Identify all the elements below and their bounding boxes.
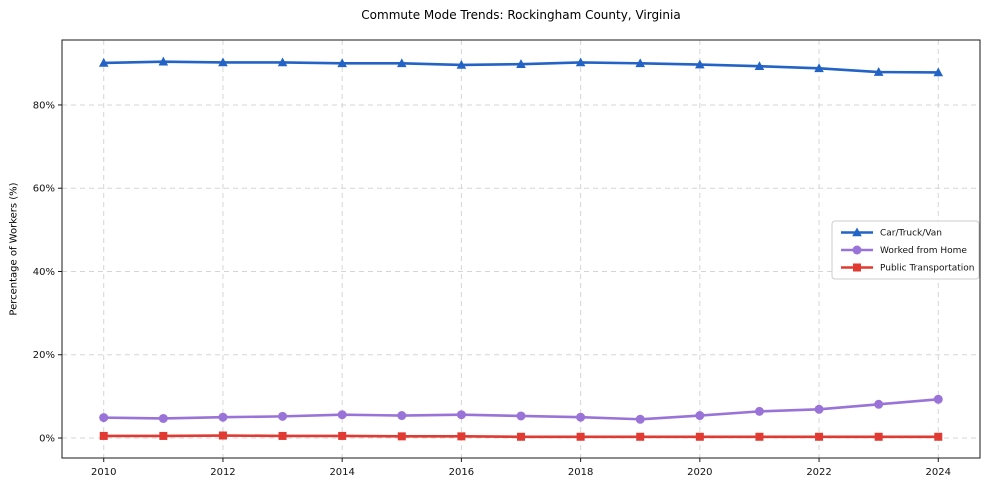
square-marker <box>397 432 406 441</box>
triangle-marker <box>575 57 586 67</box>
square-marker <box>853 263 861 272</box>
triangle-marker <box>98 57 109 67</box>
circle-marker <box>933 394 943 404</box>
circle-marker <box>218 412 228 422</box>
circle-marker <box>397 411 407 421</box>
circle-marker <box>516 411 526 421</box>
legend-box <box>831 220 980 280</box>
square-marker <box>218 431 227 440</box>
square-marker <box>99 431 108 440</box>
triangle-marker <box>456 59 467 69</box>
circle-marker <box>99 413 109 423</box>
plot-border <box>61 39 981 459</box>
circle-marker <box>278 411 288 421</box>
triangle-marker <box>695 59 705 69</box>
x-tick-label: 2024 <box>926 467 951 478</box>
circle-marker <box>754 406 764 416</box>
triangle-marker <box>396 58 407 68</box>
x-tick-label: 2012 <box>210 467 235 478</box>
legend-label: Car/Truck/Van <box>880 229 942 239</box>
axis-ticks: 2010 2012 2014 2016 2018 2020 2022 2024 0% 20% 40%… <box>33 100 951 478</box>
x-tick-label: 2020 <box>687 467 712 478</box>
circle-marker <box>874 399 884 409</box>
y-tick-label: 60% <box>33 184 55 195</box>
circle-marker <box>852 245 862 255</box>
y-tick-label: 40% <box>33 267 55 278</box>
x-tick-label: 2014 <box>329 467 354 478</box>
circle-marker <box>635 414 645 424</box>
triangle-marker <box>852 227 862 237</box>
x-tick-label: 2018 <box>568 467 593 478</box>
square-marker <box>815 432 824 441</box>
square-marker <box>576 432 585 441</box>
triangle-marker <box>873 67 884 76</box>
circle-marker <box>337 410 347 420</box>
square-marker <box>159 431 168 440</box>
x-tick-label: 2010 <box>91 467 116 478</box>
triangle-marker <box>277 57 288 67</box>
circle-marker <box>576 412 586 422</box>
x-tick-label: 2022 <box>806 467 831 478</box>
y-tick-label: 20% <box>33 350 55 361</box>
square-marker <box>517 432 525 441</box>
triangle-marker <box>814 63 824 73</box>
square-marker <box>755 432 764 441</box>
circle-marker <box>695 411 705 421</box>
legend-label: Public Transportation <box>880 264 974 274</box>
square-marker <box>457 432 466 441</box>
x-tick-label: 2016 <box>449 467 474 478</box>
chart-title: Commute Mode Trends: Rockingham County, … <box>361 8 681 22</box>
triangle-marker <box>218 57 228 67</box>
legend-label: Worked from Home <box>880 246 967 256</box>
y-tick-label: 0% <box>39 434 55 445</box>
triangle-marker <box>337 58 347 68</box>
triangle-marker <box>635 58 646 68</box>
triangle-marker <box>933 67 944 77</box>
square-marker <box>636 432 645 441</box>
square-marker <box>278 431 287 440</box>
square-marker <box>695 432 704 441</box>
circle-marker <box>814 404 824 414</box>
square-marker <box>338 431 347 440</box>
series-car-truck-van <box>98 56 944 77</box>
square-marker <box>934 432 943 441</box>
series-worked-from-home <box>99 394 943 424</box>
triangle-marker <box>516 59 526 68</box>
square-marker <box>874 432 883 441</box>
series-public-transportation <box>99 431 943 441</box>
y-tick-label: 80% <box>33 100 55 111</box>
circle-marker <box>456 410 466 420</box>
triangle-marker <box>158 56 169 66</box>
legend: Car/Truck/Van Worked from Home Public Tran… <box>831 220 980 280</box>
triangle-marker <box>754 61 765 71</box>
circle-marker <box>158 413 168 423</box>
